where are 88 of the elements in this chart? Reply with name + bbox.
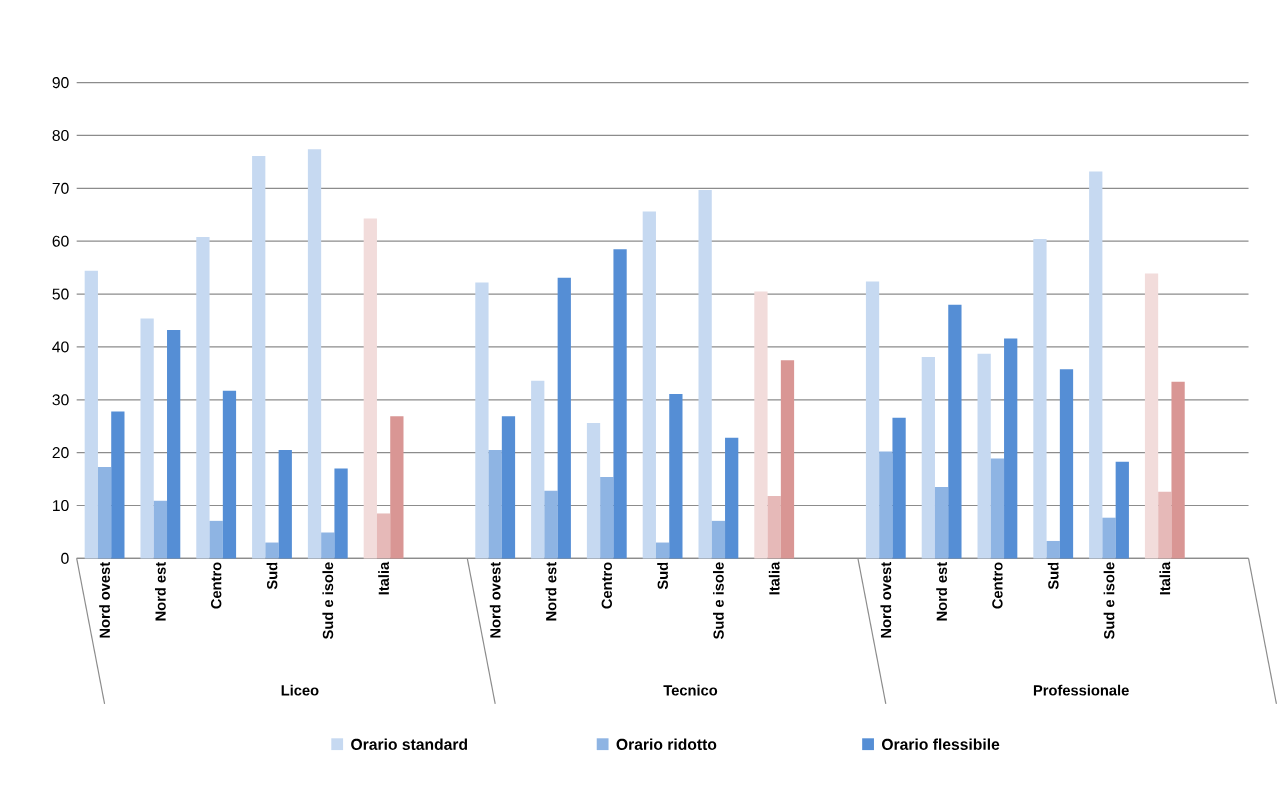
y-tick-label: 90 xyxy=(52,76,69,89)
bar xyxy=(1144,273,1159,559)
y-tick-label: 80 xyxy=(52,129,69,141)
bar xyxy=(613,249,627,559)
bar xyxy=(879,451,893,559)
legend-label: Orario ridotto xyxy=(616,738,717,750)
y-tick-label: 60 xyxy=(52,235,69,247)
bar xyxy=(390,416,404,559)
bar xyxy=(1004,338,1018,559)
x-tick-label: Sud e isole xyxy=(322,562,334,639)
bar xyxy=(586,422,601,559)
bar xyxy=(865,281,880,559)
bar xyxy=(990,458,1005,559)
bar xyxy=(501,416,516,559)
bar xyxy=(642,211,656,559)
bar xyxy=(252,156,266,559)
y-tick-label: 70 xyxy=(52,182,69,194)
bar xyxy=(921,356,935,559)
bar xyxy=(111,411,125,559)
x-tick-label: Sud e isole xyxy=(1103,562,1115,639)
bar xyxy=(1046,540,1060,559)
bar xyxy=(84,270,98,559)
text: Tecnico xyxy=(663,684,718,696)
x-tick-label: Centro xyxy=(210,562,222,609)
x-tick-label: Sud e isole xyxy=(713,562,724,639)
bar xyxy=(600,476,614,559)
x-tick-label: Nord ovest xyxy=(489,561,501,638)
y-tick-label: 10 xyxy=(53,499,69,512)
text: Liceo xyxy=(281,684,319,696)
bar xyxy=(334,468,348,559)
bar xyxy=(321,532,335,559)
x-tick-label: Italia xyxy=(378,561,389,595)
bar xyxy=(209,520,223,559)
bar xyxy=(754,291,768,559)
bar xyxy=(780,360,795,559)
text: Professionale xyxy=(1033,684,1129,696)
bar xyxy=(1102,517,1116,559)
bar xyxy=(1171,381,1185,559)
bar xyxy=(1059,369,1074,559)
bar xyxy=(711,520,726,559)
bar xyxy=(278,449,292,559)
bar xyxy=(655,542,670,559)
x-tick-label: Nord est xyxy=(936,561,947,621)
x-tick-label: Nord est xyxy=(545,561,557,621)
y-tick-label: 50 xyxy=(52,288,69,300)
y-tick-label: 20 xyxy=(52,447,69,459)
bar xyxy=(475,282,489,559)
x-tick-label: Nord est xyxy=(154,561,166,621)
x-tick-label: Italia xyxy=(768,561,780,595)
y-tick-label: 0 xyxy=(61,552,69,564)
bar xyxy=(196,236,210,559)
bar xyxy=(725,437,739,559)
bar xyxy=(892,417,906,559)
bar xyxy=(140,318,154,559)
legend-label: Orario flessibile xyxy=(882,738,1000,750)
bar xyxy=(153,500,168,559)
x-tick-label: Italia xyxy=(1159,561,1171,595)
bar xyxy=(557,277,571,559)
bar xyxy=(307,149,322,559)
bar xyxy=(934,486,949,559)
x-tick-label: Nord ovest xyxy=(880,561,892,638)
bar xyxy=(376,513,391,559)
bar xyxy=(948,304,962,559)
bar xyxy=(767,495,781,559)
bar xyxy=(363,218,377,559)
bar xyxy=(1089,171,1103,559)
y-tick-label: 40 xyxy=(52,341,69,353)
bar xyxy=(488,449,502,559)
bar xyxy=(977,353,991,559)
bar xyxy=(1033,239,1047,559)
bar xyxy=(698,189,712,559)
bar xyxy=(1115,461,1129,559)
bar xyxy=(222,390,237,559)
x-tick-label: Centro xyxy=(992,562,1003,609)
x-tick-label: Sud xyxy=(1047,562,1059,590)
bar xyxy=(97,466,112,559)
bar xyxy=(1158,491,1172,559)
bar xyxy=(167,329,181,559)
bar xyxy=(669,393,683,559)
legend-label: Orario standard xyxy=(351,738,467,750)
bar xyxy=(531,380,545,559)
x-tick-label: Sud xyxy=(266,562,278,590)
bar xyxy=(544,490,558,559)
y-tick-label: 30 xyxy=(52,394,69,406)
x-tick-label: Nord ovest xyxy=(99,561,110,638)
x-tick-label: Sud xyxy=(657,562,668,590)
bar xyxy=(265,542,279,559)
x-tick-label: Centro xyxy=(601,562,612,609)
